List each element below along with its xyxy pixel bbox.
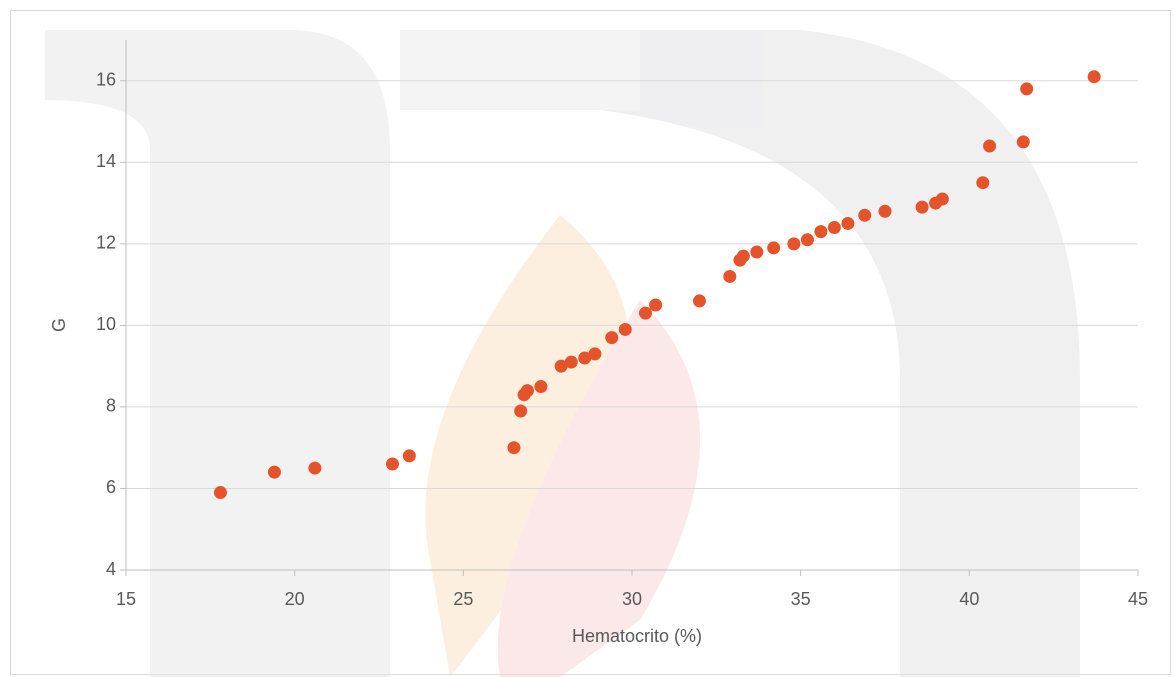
point xyxy=(214,486,227,499)
point xyxy=(737,250,750,263)
point xyxy=(787,237,800,250)
point xyxy=(1020,82,1033,95)
point xyxy=(916,201,929,214)
x-tick-label: 15 xyxy=(116,589,136,609)
point xyxy=(767,241,780,254)
y-tick-label: 8 xyxy=(106,396,116,416)
point xyxy=(858,209,871,222)
y-tick-label: 10 xyxy=(96,314,116,334)
point xyxy=(386,458,399,471)
x-tick-label: 45 xyxy=(1128,589,1148,609)
point xyxy=(619,323,632,336)
point xyxy=(1017,135,1030,148)
y-axis-title: G xyxy=(49,318,69,332)
x-tick-label: 40 xyxy=(959,589,979,609)
point xyxy=(308,462,321,475)
point xyxy=(976,176,989,189)
point xyxy=(403,449,416,462)
y-tick-label: 6 xyxy=(106,477,116,497)
point xyxy=(565,356,578,369)
x-tick-label: 20 xyxy=(285,589,305,609)
point xyxy=(723,270,736,283)
point xyxy=(983,140,996,153)
x-axis-title: Hematocrito (%) xyxy=(572,626,702,646)
point xyxy=(521,384,534,397)
x-tick-label: 30 xyxy=(622,589,642,609)
y-tick-label: 14 xyxy=(96,151,116,171)
point xyxy=(693,294,706,307)
point xyxy=(814,225,827,238)
point xyxy=(605,331,618,344)
point xyxy=(649,299,662,312)
point xyxy=(534,380,547,393)
y-tick-label: 16 xyxy=(96,70,116,90)
x-tick-label: 35 xyxy=(791,589,811,609)
x-tick-label: 25 xyxy=(453,589,473,609)
point xyxy=(750,246,763,259)
point xyxy=(514,405,527,418)
y-tick-label: 4 xyxy=(106,559,116,579)
point xyxy=(1088,70,1101,83)
point xyxy=(879,205,892,218)
point xyxy=(936,193,949,206)
point xyxy=(801,233,814,246)
point xyxy=(268,466,281,479)
point xyxy=(507,441,520,454)
point xyxy=(841,217,854,230)
point xyxy=(588,347,601,360)
point xyxy=(828,221,841,234)
chart: Hematocrito (%) G 4 6 8 10 12 14 16 15 20 25 30 35 4… xyxy=(0,0,1174,677)
y-tick-label: 12 xyxy=(96,233,116,253)
point xyxy=(639,307,652,320)
